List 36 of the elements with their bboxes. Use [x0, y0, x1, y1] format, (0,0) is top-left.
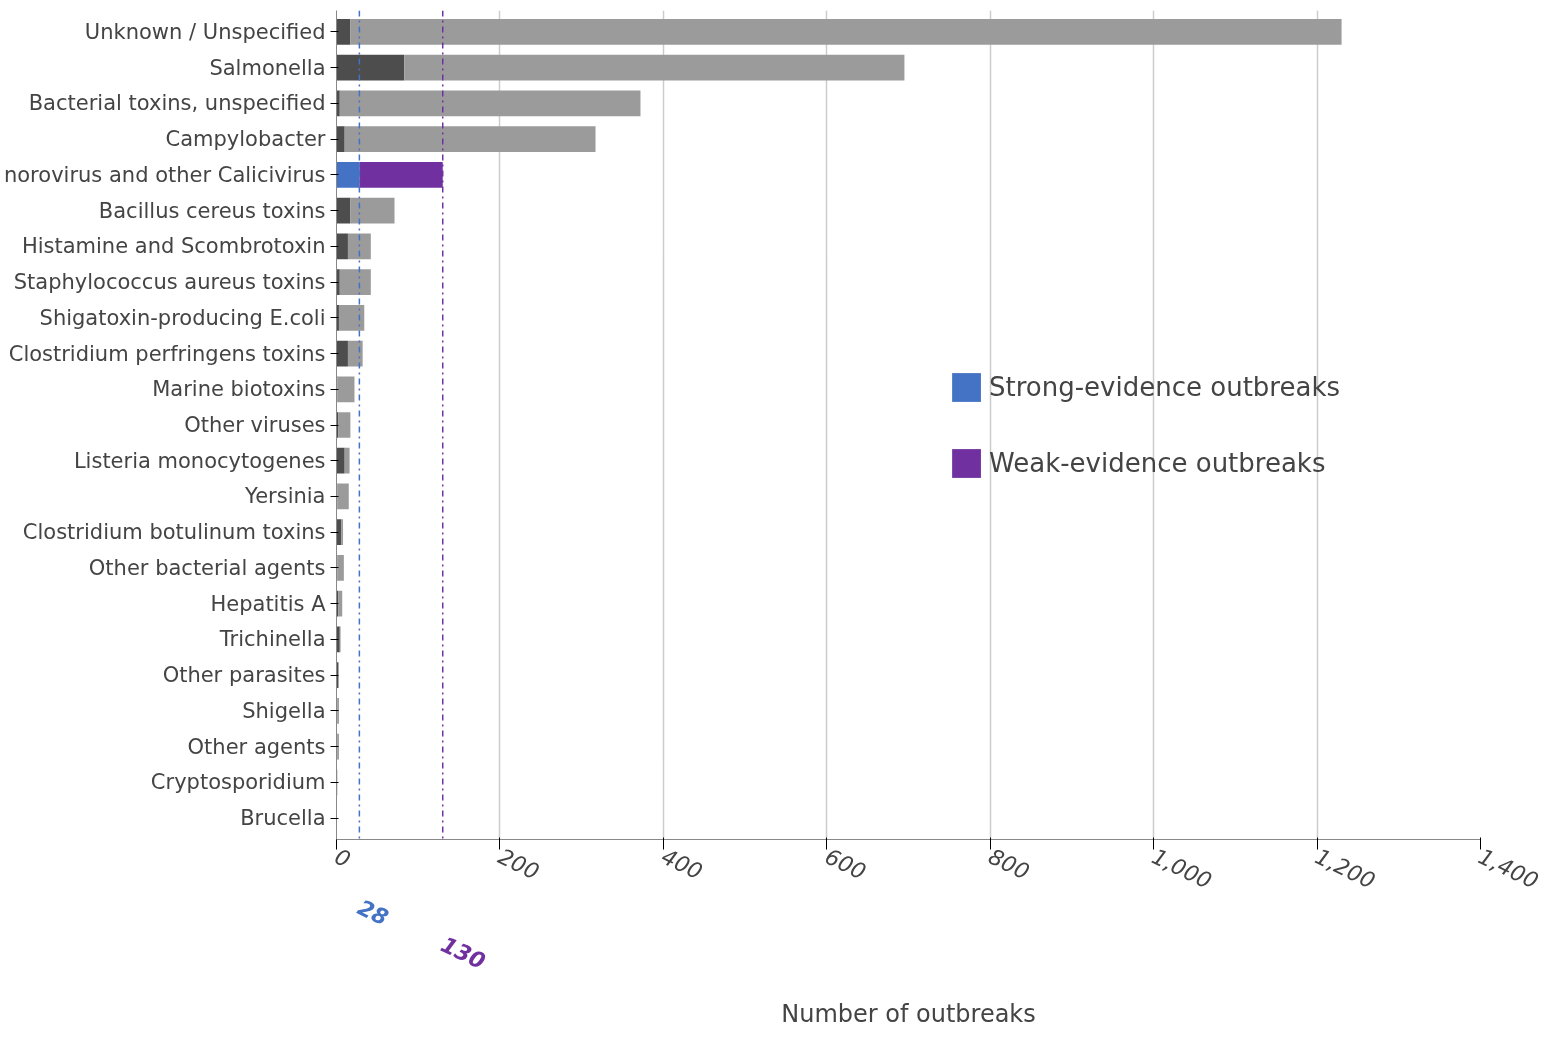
y-tick-label: Shigatoxin-producing E.coli	[39, 305, 326, 330]
y-tick-label: Clostridium botulinum toxins	[22, 520, 326, 545]
y-tick-label: Campylobacter	[165, 127, 326, 152]
x-tick-label: 600	[821, 843, 870, 885]
x-tick-label: 1,400	[1474, 843, 1543, 894]
y-tick-label: Cryptosporidium	[150, 770, 326, 795]
y-tick-label: Bacillus cereus toxins	[98, 198, 326, 223]
ref-line-label: 130	[437, 931, 490, 975]
ref-line-label: 28	[353, 894, 393, 931]
y-tick-label: Hepatitis A	[210, 591, 327, 616]
y-tick-label: Trichinella	[218, 627, 326, 652]
y-tick-label: Shigella	[242, 698, 326, 723]
y-tick-label: Staphylococcus aureus toxins	[13, 270, 326, 295]
x-tick-label: 800	[984, 843, 1034, 885]
y-tick-label: Bacterial toxins, unspecified	[28, 91, 326, 116]
y-tick-label: Unknown / Unspecified	[84, 19, 326, 44]
y-tick-label: Marine biotoxins	[152, 377, 326, 402]
x-axis-title: Number of outbreaks	[781, 999, 1036, 1028]
y-tick-label: Listeria monocytogenes	[73, 448, 326, 473]
y-tick-label: Histamine and Scombrotoxin	[21, 234, 326, 259]
y-tick-label: Other parasites	[162, 663, 326, 688]
x-tick-label: 1,200	[1311, 843, 1380, 894]
legend-label: Strong-evidence outbreaks	[989, 371, 1340, 402]
x-tick-label: 200	[494, 843, 543, 885]
y-tick-label: norovirus and other Calicivirus	[3, 162, 326, 187]
y-tick-label: Other bacterial agents	[88, 555, 326, 580]
x-tick-label: 400	[657, 843, 707, 885]
y-tick-label: Brucella	[240, 806, 326, 831]
y-tick-label: Other agents	[187, 734, 326, 759]
legend-label: Weak-evidence outbreaks	[989, 447, 1326, 478]
x-tick-label: 0	[330, 843, 355, 873]
y-tick-label: Yersinia	[244, 484, 326, 509]
y-tick-label: Clostridium perfringens toxins	[8, 341, 326, 366]
y-tick-label: Other viruses	[184, 413, 326, 437]
y-tick-label: Salmonella	[209, 55, 326, 80]
x-tick-label: 1,000	[1147, 843, 1216, 894]
